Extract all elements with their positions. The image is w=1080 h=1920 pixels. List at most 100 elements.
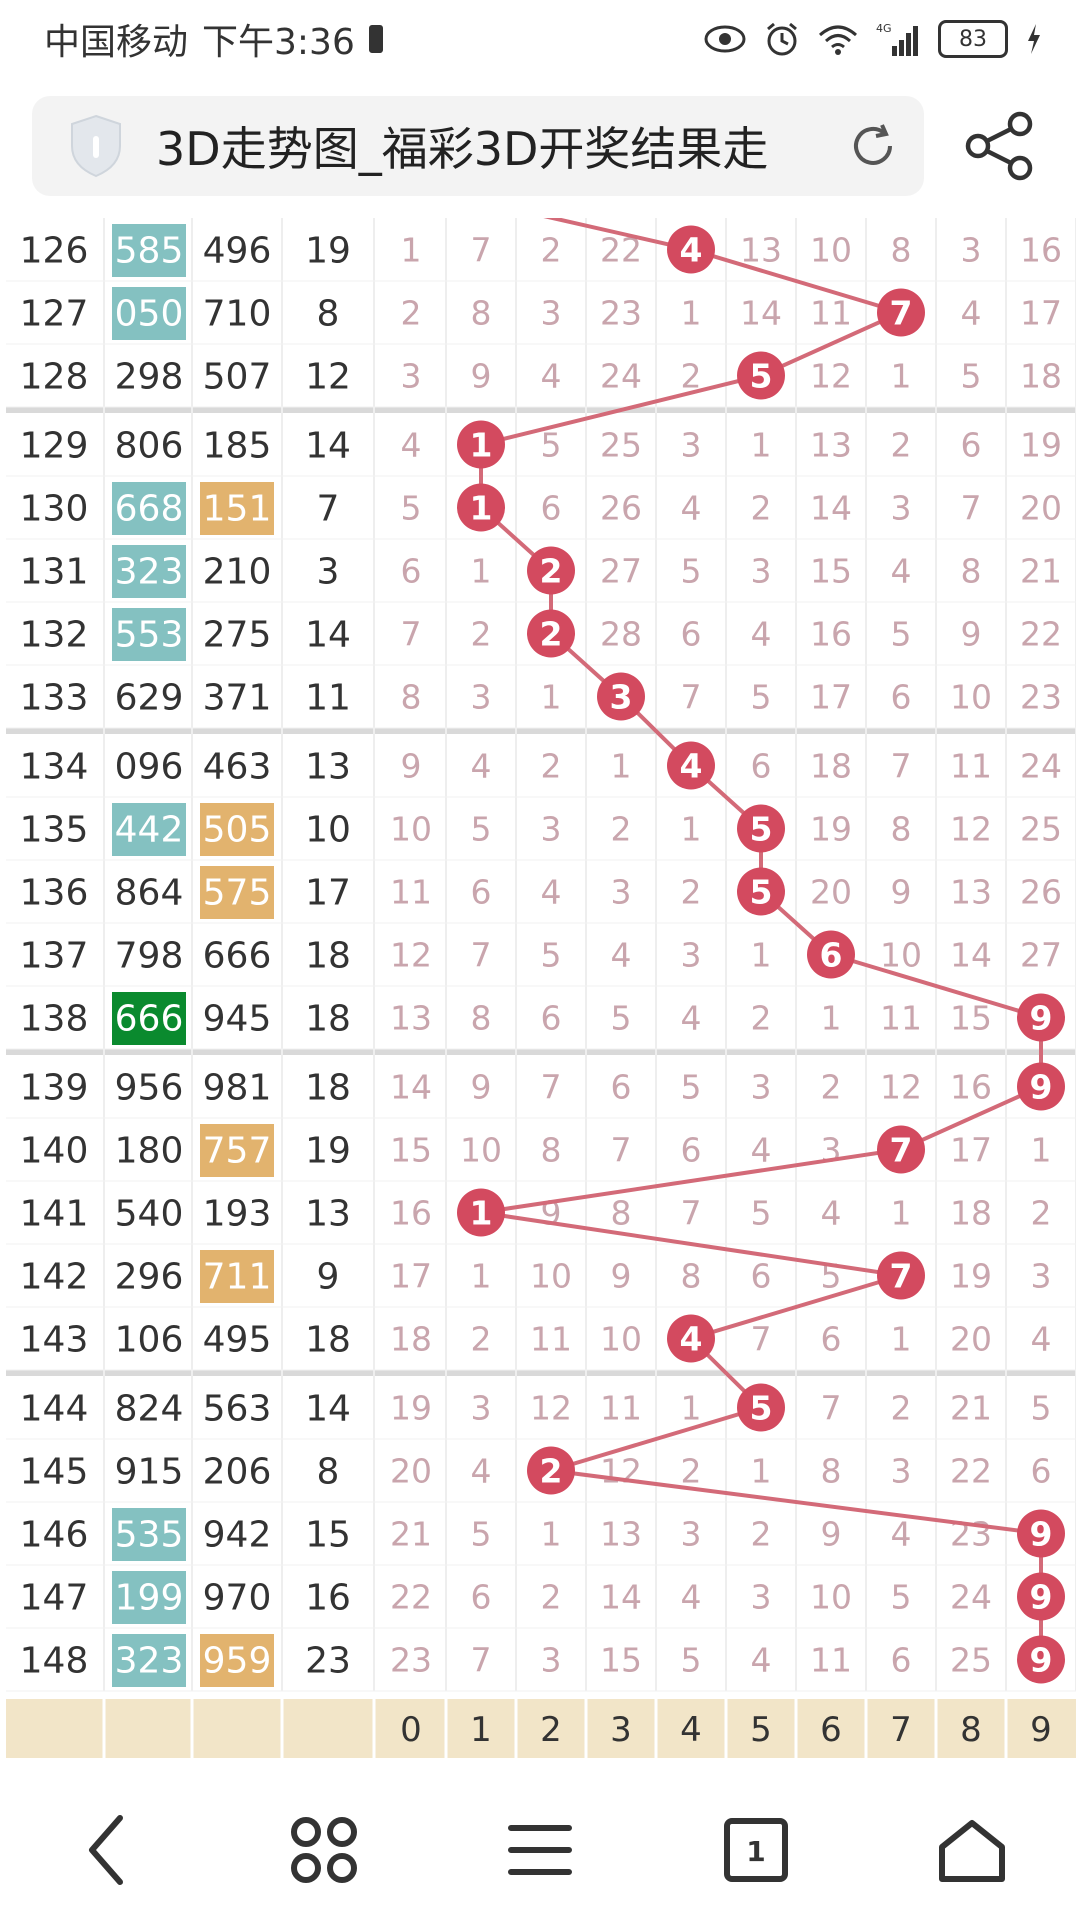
hit-digit: 5 [750,873,773,912]
table-row: 144 824 563 14 19 3 12 11 1 7 2 21 5 [20,1389,1052,1430]
hit-digit: 9 [1030,999,1053,1038]
miss-count: 14 [810,489,852,528]
miss-count: 18 [950,1194,992,1233]
miss-count: 5 [541,426,562,465]
test-number: 535 [115,1515,184,1556]
miss-count: 4 [471,1452,492,1491]
miss-count: 12 [600,1452,642,1491]
group-separator [6,1049,1076,1055]
miss-count: 3 [541,1641,562,1680]
hit-ball: 9 [1017,1509,1065,1558]
miss-count: 8 [891,231,912,270]
miss-count: 1 [681,810,702,849]
issue-number: 136 [20,873,89,914]
hit-digit: 5 [750,810,773,849]
miss-count: 12 [880,1068,922,1107]
miss-count: 20 [390,1452,432,1491]
draw-number: 210 [203,552,272,593]
miss-count: 17 [950,1131,992,1170]
hit-digit: 2 [540,615,563,654]
miss-count: 25 [600,426,642,465]
miss-count: 1 [821,999,842,1038]
miss-count: 10 [600,1320,642,1359]
miss-count: 27 [600,552,642,591]
hit-digit: 9 [1030,1068,1053,1107]
draw-number: 495 [203,1320,272,1361]
test-number: 553 [115,615,184,656]
hit-digit: 2 [540,1452,563,1491]
issue-number: 141 [20,1194,89,1235]
share-icon[interactable] [960,110,1040,182]
miss-count: 4 [401,426,422,465]
tabs-button[interactable]: 1 [696,1795,816,1905]
test-number: 323 [115,552,184,593]
test-number: 915 [115,1452,184,1493]
carrier-name: 中国移动 [44,22,189,63]
miss-count: 1 [891,1194,912,1233]
miss-count: 23 [600,294,642,333]
miss-count: 23 [1020,678,1062,717]
issue-number: 140 [20,1131,89,1172]
digit-header: 8 [960,1710,982,1750]
miss-count: 4 [891,552,912,591]
miss-count: 13 [600,1515,642,1554]
miss-count: 19 [1020,426,1062,465]
reload-icon[interactable] [846,119,900,173]
back-button[interactable] [48,1795,168,1905]
miss-count: 26 [600,489,642,528]
miss-count: 10 [460,1131,502,1170]
miss-count: 7 [821,1389,842,1428]
hit-ball: 2 [527,546,575,595]
miss-count: 6 [541,999,562,1038]
table-row: 135 442 505 10 10 5 3 2 1 19 8 12 25 [20,803,1062,856]
draw-number: 563 [203,1389,272,1430]
miss-count: 15 [950,999,992,1038]
draw-number: 711 [203,1257,272,1298]
group-separator [6,728,1076,734]
test-number: 050 [115,294,184,335]
notification-icon [368,25,383,53]
table-row: 136 864 575 17 11 6 4 3 2 20 9 13 26 [20,866,1062,919]
miss-count: 2 [541,747,562,786]
miss-count: 11 [530,1320,572,1359]
wifi-icon [819,25,857,55]
sum-value: 17 [305,873,351,914]
miss-count: 17 [810,678,852,717]
miss-count: 2 [1031,1194,1052,1233]
teal-highlight [112,803,186,856]
miss-count: 10 [390,810,432,849]
miss-count: 7 [751,1320,772,1359]
hit-digit: 7 [890,1131,913,1170]
miss-count: 20 [810,873,852,912]
miss-count: 23 [390,1641,432,1680]
miss-count: 7 [611,1131,632,1170]
miss-count: 3 [681,1515,702,1554]
sum-value: 12 [305,357,351,398]
table-row: 146 535 942 15 21 5 1 13 3 2 9 4 23 [20,1508,992,1561]
table-row: 127 050 710 8 2 8 3 23 1 14 11 4 17 [20,287,1062,340]
hit-ball: 7 [877,288,925,337]
digit-header: 6 [820,1710,842,1750]
issue-number: 145 [20,1452,89,1493]
table-row: 147 199 970 16 22 6 2 14 4 3 10 5 24 [20,1571,992,1624]
charging-icon [1028,24,1040,54]
miss-count: 9 [611,1257,632,1296]
signal-icon: 4G [876,22,918,56]
miss-count: 20 [1020,489,1062,528]
hit-digit: 4 [680,231,703,270]
miss-count: 18 [390,1320,432,1359]
miss-count: 11 [950,747,992,786]
table-row: 130 668 151 7 5 6 26 4 2 14 3 7 20 [20,482,1062,535]
miss-count: 8 [611,1194,632,1233]
menu-button[interactable] [480,1795,600,1905]
miss-count: 8 [681,1257,702,1296]
hit-digit: 4 [680,747,703,786]
miss-count: 7 [961,489,982,528]
hit-ball: 7 [877,1251,925,1300]
draw-number: 575 [203,873,272,914]
address-bar[interactable]: 3D走势图_福彩3D开奖结果走 [32,96,924,196]
home-button[interactable] [912,1795,1032,1905]
miss-count: 4 [681,489,702,528]
apps-button[interactable] [264,1795,384,1905]
teal-highlight [112,545,186,598]
